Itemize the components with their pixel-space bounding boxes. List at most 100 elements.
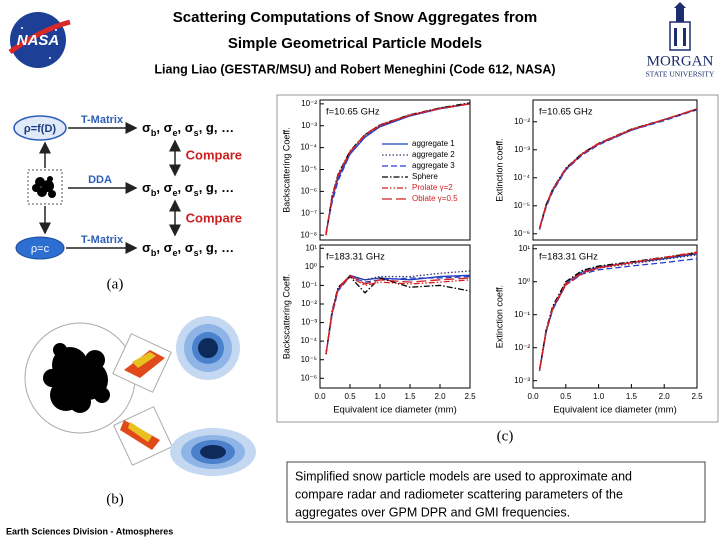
legend-label: Prolate γ=2 [412,183,453,192]
y-tick-label: 10⁻⁵ [301,355,317,364]
output-text: , σ [156,240,172,255]
compare-label: Compare [186,210,242,225]
particle-images [94,387,110,403]
morgan-logo [669,21,691,51]
diagram-shapes [27,169,63,205]
particle-images [69,391,91,413]
density-node: ρ=f(D) [24,123,56,135]
caption-line: Simplified snow particle models are used… [295,469,632,483]
diagram-shapes [32,184,40,192]
series-line [538,254,698,371]
subscript: s [194,188,199,198]
output-row: σb, σe, σs, g, … [142,120,234,138]
plot-frame [319,244,471,389]
nasa-logo [21,27,23,29]
panel-label: (a) [107,276,124,292]
y-tick-label: 10⁻² [301,99,317,108]
nasa-logo [55,29,57,31]
y-tick-label: 10⁻⁵ [514,201,530,210]
output-text: , σ [156,120,172,135]
y-tick-label: 10⁻⁸ [301,230,318,239]
morgan-logo [674,2,686,8]
output-text: , g, … [199,120,234,135]
y-tick-label: 10⁻¹ [301,281,317,290]
annotation: f=183.31 GHz [539,252,598,263]
subscript: b [151,248,157,258]
morgan-logo [676,8,684,22]
diagram-shapes [32,176,56,198]
morgan-logo [674,28,677,46]
particle-images [124,350,165,378]
y-tick-label: 10⁻² [514,343,530,352]
particle-images [53,343,67,357]
diagram-shapes [15,236,65,260]
y-tick-label: 10⁻⁷ [301,208,317,217]
plot-frame [532,244,698,389]
y-tick-label: 10⁻² [301,299,317,308]
caption-line: aggregates over GPM DPR and GMI frequenc… [295,505,570,519]
morgan-logo [669,2,691,51]
annotation: f=183.31 GHz [326,252,385,263]
subscript: e [173,248,178,258]
legend-label: aggregate 2 [412,150,455,159]
y-tick-label: 10⁻⁵ [301,165,317,174]
diagram-shapes [47,176,53,182]
caption-box [286,461,706,523]
y-axis-label: Backscattering Coeff. [281,274,291,359]
particle-images [85,350,105,370]
x-tick-label: 2.0 [659,392,671,401]
legend-label: aggregate 3 [412,161,455,170]
nasa-logo [8,19,71,55]
series-line [325,103,471,235]
diagram-shapes [48,190,56,198]
subscript: b [151,128,157,138]
y-axis-label: Extinction coeff. [494,285,504,348]
subscript: s [194,128,199,138]
particle-images [128,422,152,442]
authors: Liang Liao (GESTAR/MSU) and Robert Meneg… [154,62,555,76]
y-tick-label: 10⁻⁴ [513,173,530,182]
x-tick-label: 1.5 [404,392,416,401]
output-text: , g, … [199,240,234,255]
particle-images [43,369,61,387]
panel-label: (c) [497,428,514,444]
subscript: e [173,128,178,138]
nasa-logo [8,12,71,68]
x-tick-label: 1.0 [593,392,605,401]
x-tick-label: 2.5 [691,392,703,401]
annotation: f=10.65 GHz [539,107,593,118]
morgan-name: MORGAN [647,53,714,69]
output-text: σ [142,180,151,195]
subscript: s [194,248,199,258]
y-tick-label: 10⁻⁴ [300,143,317,152]
diagram-shapes [13,115,181,260]
density-node: ρ=c [31,243,50,255]
particle-images [132,352,156,368]
x-tick-label: 2.0 [434,392,446,401]
y-tick-label: 10⁻³ [301,121,317,130]
diagram-shapes [13,115,67,141]
method-label: DDA [88,174,112,186]
output-text: σ [142,240,151,255]
y-axis-label: Backscattering Coeff. [281,127,291,212]
x-tick-label: 2.5 [464,392,476,401]
particle-images [43,343,110,413]
x-tick-label: 0.5 [344,392,356,401]
output-text: , g, … [199,180,234,195]
annotation: f=10.65 GHz [326,107,380,118]
title: Simple Geometrical Particle Models [228,35,482,52]
footer: Earth Sciences Division - Atmospheres [6,526,173,536]
x-axis-label: Equivalent ice diameter (mm) [553,405,677,416]
output-text: σ [142,120,151,135]
x-axis-label: Equivalent ice diameter (mm) [333,405,457,416]
subscript: e [173,188,178,198]
series-line [538,109,698,230]
y-tick-label: 10⁻¹ [514,310,530,319]
output-row: σb, σe, σs, g, … [142,240,234,258]
y-tick-label: 10⁰ [305,262,317,271]
particle-images [24,316,256,476]
y-tick-label: 10⁻⁶ [514,229,530,238]
subscript: b [151,188,157,198]
output-text: , σ [178,240,194,255]
